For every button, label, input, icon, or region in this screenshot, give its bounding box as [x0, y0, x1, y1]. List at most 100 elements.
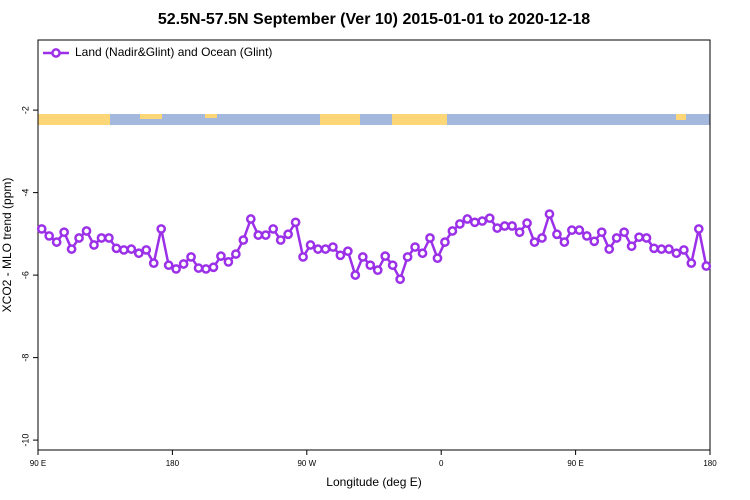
- data-point: [581, 231, 592, 241]
- data-point: [111, 243, 122, 254]
- data-point: [163, 260, 174, 271]
- data-point: [283, 229, 293, 240]
- data-point: [604, 244, 615, 254]
- data-point: [387, 260, 398, 271]
- data-point: [656, 244, 667, 254]
- land: [320, 114, 360, 125]
- y-tick-label: -6: [20, 271, 30, 279]
- data-point: [96, 233, 107, 243]
- data-point: [290, 217, 301, 228]
- data-point: [686, 258, 697, 268]
- data-point: [126, 244, 137, 254]
- data-point: [455, 219, 465, 229]
- data-point: [499, 221, 510, 231]
- y-axis-label: XCO2 - MLO trend (ppm): [0, 178, 14, 313]
- data-point: [522, 218, 532, 228]
- legend-marker: [51, 48, 61, 58]
- data-point: [484, 213, 495, 224]
- data-point: [89, 240, 99, 250]
- data-point: [141, 245, 152, 255]
- chart-title: 52.5N-57.5N September (Ver 10) 2015-01-0…: [158, 11, 590, 28]
- data-point: [36, 224, 47, 234]
- data-point: [156, 224, 167, 234]
- data-point: [268, 224, 279, 234]
- plot-frame: [37, 39, 711, 451]
- data-point: [193, 263, 204, 273]
- x-tick-label: 180: [703, 459, 717, 468]
- data-point: [462, 214, 473, 224]
- data-point: [44, 231, 55, 241]
- ocean: [38, 114, 710, 125]
- data-point: [514, 227, 525, 238]
- data-point: [641, 233, 652, 243]
- y-tick-label: -4: [20, 189, 30, 197]
- data-point: [395, 274, 405, 285]
- data-point: [679, 245, 689, 255]
- land: [205, 114, 217, 118]
- data-point: [432, 253, 443, 264]
- data-point: [74, 233, 84, 243]
- y-tick-label: -10: [20, 434, 30, 447]
- data-point: [186, 252, 196, 262]
- data-point: [133, 248, 144, 259]
- data-point: [552, 229, 562, 240]
- data-point: [649, 243, 659, 254]
- data-point: [701, 261, 712, 271]
- x-tick-label: 180: [166, 459, 180, 468]
- data-point: [619, 227, 629, 238]
- data-point: [380, 251, 391, 261]
- x-tick-label: 90 E: [30, 459, 46, 468]
- x-tick-label: 90 E: [567, 459, 583, 468]
- data-point: [260, 230, 271, 240]
- data-point: [425, 233, 435, 243]
- land: [676, 114, 686, 120]
- data-point: [298, 252, 308, 262]
- data-point: [343, 246, 353, 257]
- data-point: [320, 244, 331, 254]
- data-point: [477, 216, 488, 226]
- data-point: [372, 265, 383, 276]
- data-point: [626, 241, 637, 252]
- data-point: [335, 250, 346, 261]
- land: [38, 114, 110, 125]
- data-point: [671, 248, 682, 259]
- data-point: [253, 230, 264, 240]
- data-point: [201, 264, 211, 274]
- data-point: [611, 233, 622, 243]
- x-axis-label: Longitude (deg E): [326, 475, 421, 489]
- data-point: [365, 260, 376, 271]
- data-point: [634, 232, 644, 243]
- data-point: [208, 262, 219, 273]
- data-point: [567, 225, 577, 236]
- legend-label: Land (Nadir&Glint) and Ocean (Glint): [75, 45, 272, 59]
- data-point: [417, 248, 428, 259]
- data-point: [313, 244, 323, 254]
- data-point: [447, 226, 458, 236]
- data-point: [245, 214, 256, 224]
- data-point: [66, 244, 77, 254]
- data-point: [223, 257, 234, 267]
- data-point: [664, 244, 674, 254]
- data-point: [544, 209, 555, 219]
- data-point: [410, 242, 420, 252]
- x-tick-label: 0: [439, 459, 444, 468]
- data-point: [537, 233, 547, 243]
- data-point: [51, 237, 62, 247]
- data-point: [574, 225, 585, 236]
- y-tick-label: -2: [20, 106, 30, 114]
- data-point: [231, 249, 241, 259]
- data-point: [178, 259, 189, 269]
- data-point: [589, 236, 600, 247]
- land-ocean-band: [38, 114, 710, 125]
- data-point: [59, 227, 69, 238]
- data-point: [305, 240, 316, 250]
- data-point: [104, 233, 114, 243]
- data-point: [119, 245, 129, 255]
- land: [140, 114, 162, 119]
- data-point: [328, 242, 338, 252]
- data-point: [507, 221, 517, 231]
- data-point: [596, 227, 607, 238]
- data-point: [275, 235, 286, 245]
- data-point: [350, 270, 361, 280]
